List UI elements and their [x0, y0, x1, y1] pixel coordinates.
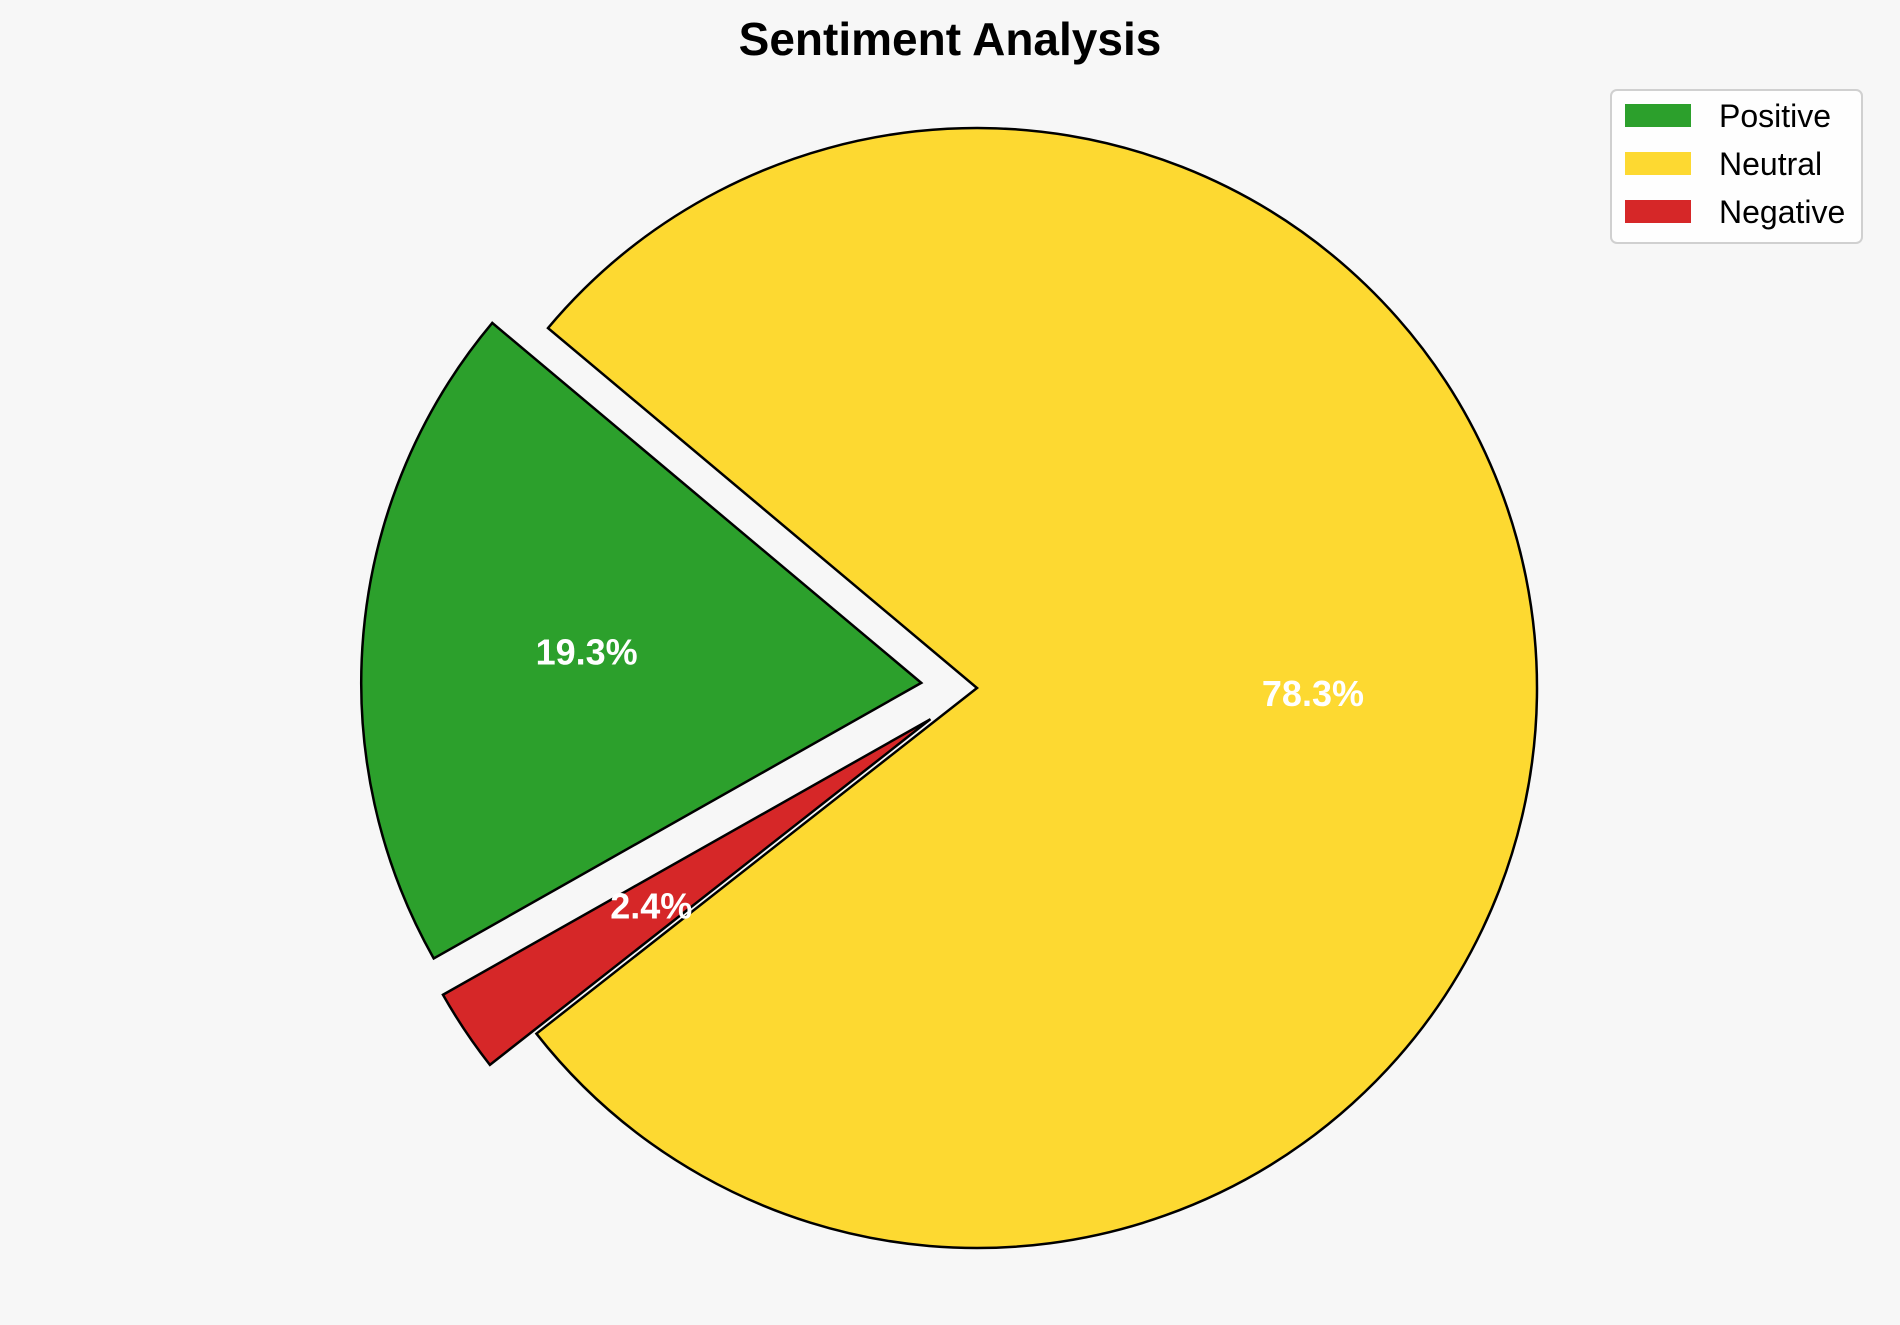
pie-slices — [359, 126, 1539, 1250]
pie-slice-positive — [359, 321, 924, 961]
legend-swatch-negative — [1625, 200, 1691, 223]
legend-label-neutral: Neutral — [1719, 146, 1822, 182]
slice-label-negative: 2.4% — [610, 886, 692, 927]
slice-label-neutral: 78.3% — [1262, 673, 1364, 714]
legend-swatch-positive — [1625, 104, 1691, 127]
slice-label-positive: 19.3% — [536, 632, 638, 673]
pie-slice-neutral — [534, 126, 1539, 1250]
chart-title: Sentiment Analysis — [739, 13, 1162, 65]
legend-label-positive: Positive — [1719, 98, 1831, 134]
legend-swatch-neutral — [1625, 152, 1691, 175]
legend-label-negative: Negative — [1719, 194, 1845, 230]
pie-slice-negative — [441, 718, 932, 1067]
legend: Positive Neutral Negative — [1610, 89, 1863, 244]
pie-labels: 19.3% 2.4% 78.3% — [536, 632, 1364, 927]
